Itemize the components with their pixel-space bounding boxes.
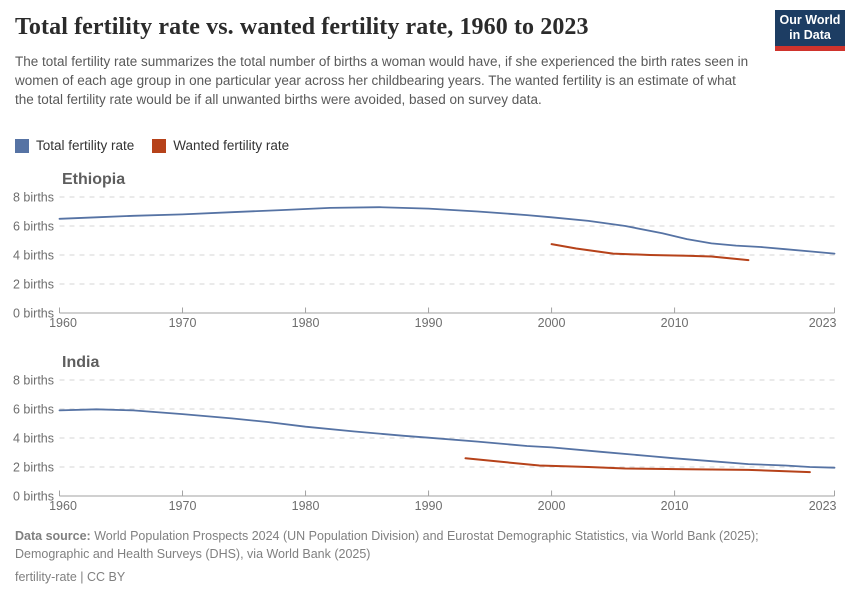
x-axis-label: 1990 <box>415 316 443 330</box>
series-line-wanted-fertility[interactable] <box>550 243 750 262</box>
y-axis-label: 8 births <box>13 191 54 205</box>
y-axis-label: 2 births <box>13 461 54 475</box>
series-line-total-fertility[interactable] <box>58 206 836 255</box>
y-axis-label: 2 births <box>13 278 54 292</box>
note-separator: | <box>76 570 88 584</box>
total-fertility-swatch-icon <box>15 138 29 153</box>
x-axis-label: 2023 <box>809 316 837 330</box>
x-axis-label: 2023 <box>809 499 837 513</box>
data-source-text: World Population Prospects 2024 (UN Popu… <box>15 529 759 561</box>
owid-logo[interactable]: Our World in Data <box>775 10 845 51</box>
owid-logo-line2: in Data <box>789 28 831 42</box>
data-source-line: Data source: World Population Prospects … <box>15 528 835 563</box>
x-axis-label: 1970 <box>169 499 197 513</box>
owid-logo-line1: Our World <box>779 13 841 27</box>
chart-ethiopia: 8 births 6 births 4 births 2 births 0 births… <box>0 160 850 340</box>
x-axis-label: 1990 <box>415 499 443 513</box>
y-axis-label: 0 births <box>13 490 54 504</box>
slug-text: fertility-rate <box>15 570 77 584</box>
data-source-label: Data source: <box>15 529 91 543</box>
x-axis-label: 2000 <box>538 316 566 330</box>
chart-india: 8 births 6 births 4 births 2 births 0 births… <box>0 343 850 523</box>
legend-item-total-fertility[interactable]: Total fertility rate <box>15 138 134 153</box>
x-axis-label: 2010 <box>661 499 689 513</box>
chart-subtitle: The total fertility rate summarizes the … <box>15 54 749 108</box>
legend-item-wanted-fertility[interactable]: Wanted fertility rate <box>152 138 289 153</box>
series-line-wanted-fertility[interactable] <box>464 457 811 474</box>
y-axis-label: 6 births <box>13 403 54 417</box>
x-axis-label: 1980 <box>292 499 320 513</box>
legend-label-wanted-fertility: Wanted fertility rate <box>173 138 290 153</box>
series-line-total-fertility[interactable] <box>58 408 836 469</box>
x-axis-label: 1960 <box>49 316 77 330</box>
y-axis-label: 6 births <box>13 220 54 234</box>
x-axis-label: 1980 <box>292 316 320 330</box>
x-axis-label: 2000 <box>538 499 566 513</box>
y-axis-label: 4 births <box>13 432 54 446</box>
license-link[interactable]: CC BY <box>87 570 126 584</box>
legend-label-total-fertility: Total fertility rate <box>36 138 135 153</box>
x-axis-label: 2010 <box>661 316 689 330</box>
wanted-fertility-swatch-icon <box>152 138 167 153</box>
y-axis-label: 0 births <box>13 307 54 321</box>
y-axis-label: 8 births <box>13 374 54 388</box>
legend: Total fertility rate Wanted fertility ra… <box>15 138 289 153</box>
facet-title: India <box>62 354 99 371</box>
y-axis-label: 4 births <box>13 249 54 263</box>
facet-title: Ethiopia <box>62 171 125 188</box>
x-axis-label: 1960 <box>49 499 77 513</box>
page-title: Total fertility rate vs. wanted fertilit… <box>15 14 589 40</box>
x-axis-label: 1970 <box>169 316 197 330</box>
footer: Data source: World Population Prospects … <box>15 528 835 587</box>
footer-note: fertility-rate | CC BY <box>15 569 835 587</box>
